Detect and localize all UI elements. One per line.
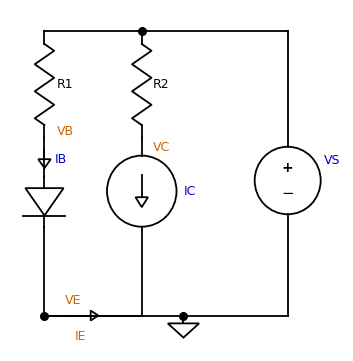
Text: R1: R1 [56,78,73,91]
Text: +: + [282,161,293,175]
Text: VE: VE [65,294,82,307]
Text: IE: IE [75,330,87,343]
Text: −: − [281,186,294,201]
Text: IB: IB [55,153,67,166]
Text: R2: R2 [153,78,169,91]
Text: IC: IC [184,185,196,198]
Text: VS: VS [324,154,341,167]
Text: VB: VB [56,125,74,138]
Text: VC: VC [153,142,170,155]
